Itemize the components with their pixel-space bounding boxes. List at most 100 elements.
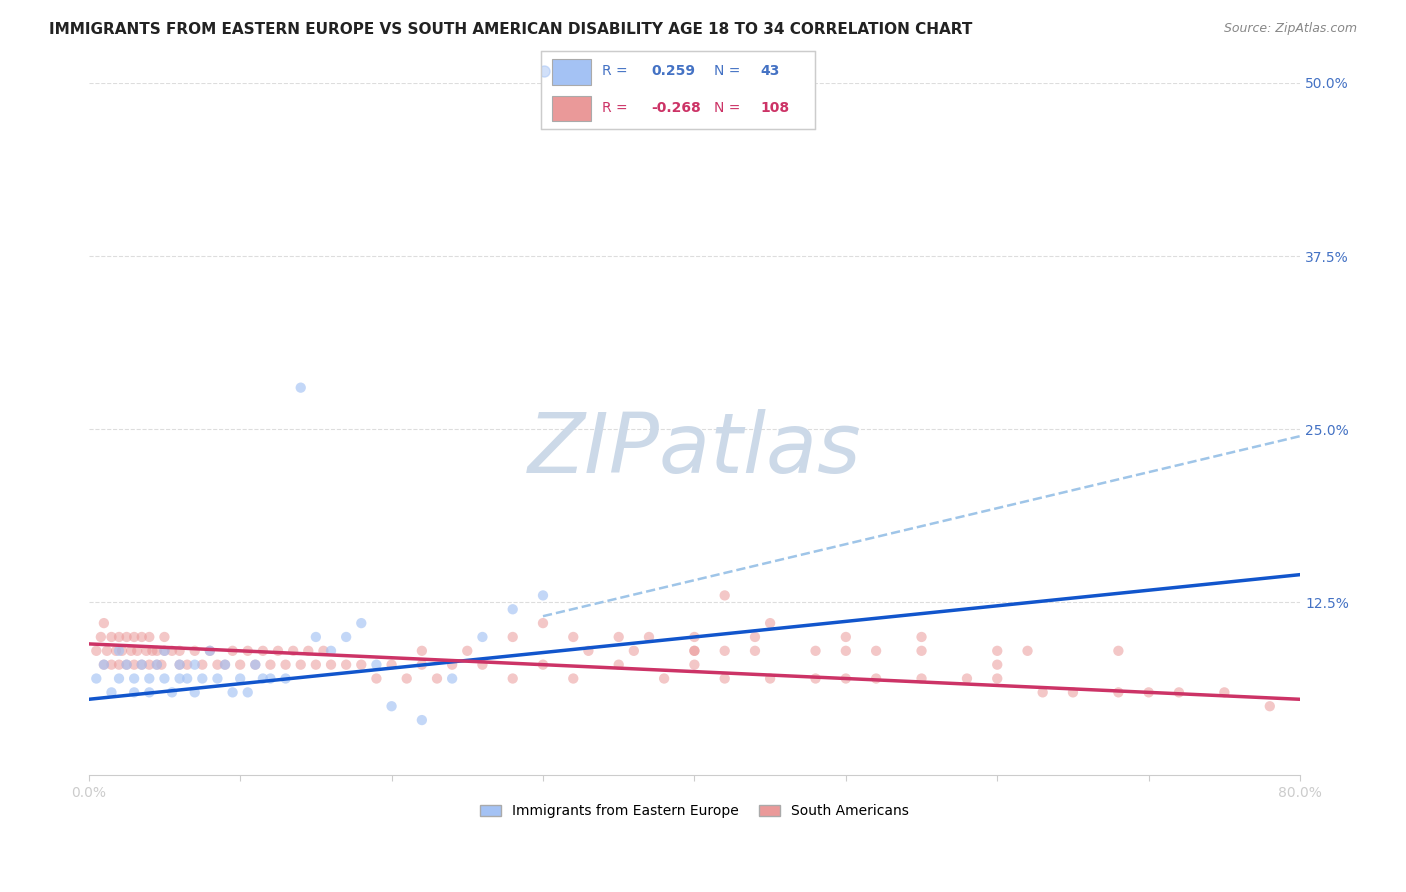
Point <box>184 657 207 672</box>
Point <box>259 672 281 686</box>
Point <box>138 657 160 672</box>
Point <box>865 672 887 686</box>
Point <box>411 713 433 727</box>
Point <box>108 672 131 686</box>
Point <box>93 657 115 672</box>
Point <box>207 657 229 672</box>
Text: ZIPatlas: ZIPatlas <box>527 409 862 491</box>
Point <box>290 657 312 672</box>
Point <box>115 630 138 644</box>
Point <box>744 630 766 644</box>
Point <box>1062 685 1084 699</box>
Point <box>381 699 404 714</box>
Point <box>411 644 433 658</box>
Point <box>176 672 198 686</box>
Point <box>1258 699 1281 714</box>
Point <box>759 672 782 686</box>
Point <box>115 657 138 672</box>
Point <box>259 657 281 672</box>
Point <box>160 685 183 699</box>
Point <box>578 644 600 658</box>
Point <box>652 672 675 686</box>
Point <box>441 657 464 672</box>
Point <box>252 672 274 686</box>
Point <box>100 630 122 644</box>
Point <box>607 630 630 644</box>
Point <box>562 672 585 686</box>
Point <box>135 644 157 658</box>
Point <box>350 657 373 672</box>
Point <box>835 672 858 686</box>
Point <box>122 672 145 686</box>
Point <box>184 685 207 699</box>
Point <box>245 657 267 672</box>
Text: 108: 108 <box>761 101 790 115</box>
Point <box>105 644 128 658</box>
Text: 43: 43 <box>761 64 780 78</box>
Point <box>1107 685 1129 699</box>
Point <box>744 644 766 658</box>
FancyBboxPatch shape <box>553 95 591 121</box>
Point <box>683 644 706 658</box>
Text: Source: ZipAtlas.com: Source: ZipAtlas.com <box>1223 22 1357 36</box>
Point <box>221 644 243 658</box>
Point <box>426 672 449 686</box>
Point <box>350 616 373 631</box>
Point <box>865 644 887 658</box>
Point <box>366 672 388 686</box>
Point <box>956 672 979 686</box>
Point <box>169 644 191 658</box>
Point <box>160 644 183 658</box>
Point <box>531 657 554 672</box>
Legend: Immigrants from Eastern Europe, South Americans: Immigrants from Eastern Europe, South Am… <box>474 799 915 824</box>
Point <box>1107 644 1129 658</box>
Text: N =: N = <box>714 64 741 78</box>
Point <box>191 672 214 686</box>
Point <box>381 657 404 672</box>
Text: IMMIGRANTS FROM EASTERN EUROPE VS SOUTH AMERICAN DISABILITY AGE 18 TO 34 CORRELA: IMMIGRANTS FROM EASTERN EUROPE VS SOUTH … <box>49 22 973 37</box>
Point <box>312 644 335 658</box>
Point <box>910 630 932 644</box>
Point <box>607 657 630 672</box>
Point <box>283 644 305 658</box>
Point <box>169 657 191 672</box>
Point <box>804 644 827 658</box>
Point <box>910 644 932 658</box>
Point <box>131 630 153 644</box>
Point <box>153 644 176 658</box>
Point <box>122 657 145 672</box>
Point <box>986 672 1008 686</box>
Point <box>713 589 735 603</box>
Text: N =: N = <box>714 101 741 115</box>
Point <box>100 657 122 672</box>
Point <box>120 644 142 658</box>
Point <box>153 644 176 658</box>
Point <box>638 630 661 644</box>
Point <box>910 672 932 686</box>
Point <box>122 630 145 644</box>
Point <box>115 657 138 672</box>
Point <box>169 657 191 672</box>
Point <box>252 644 274 658</box>
Point <box>1137 685 1160 699</box>
Point <box>531 616 554 631</box>
Point <box>96 644 118 658</box>
Point <box>108 657 131 672</box>
Point <box>274 672 297 686</box>
Point <box>229 672 252 686</box>
Point <box>335 630 357 644</box>
Point <box>471 657 494 672</box>
Point <box>138 672 160 686</box>
Point <box>267 644 290 658</box>
Point <box>214 657 236 672</box>
Point <box>683 644 706 658</box>
Point <box>395 672 418 686</box>
Point <box>1032 685 1054 699</box>
Point <box>502 602 524 616</box>
Point <box>531 589 554 603</box>
Point <box>366 657 388 672</box>
Point <box>623 644 645 658</box>
Point <box>90 630 112 644</box>
Point <box>335 657 357 672</box>
Point <box>153 672 176 686</box>
